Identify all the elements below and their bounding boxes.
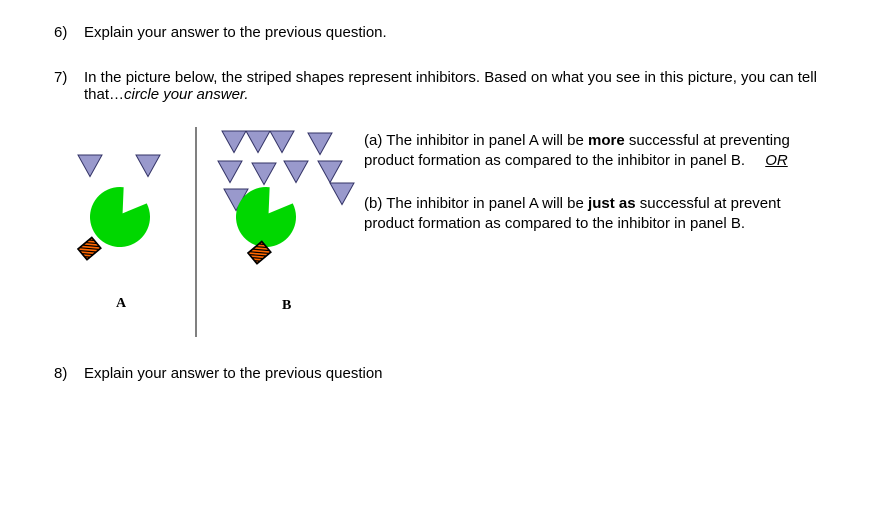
or-separator: OR (765, 151, 788, 171)
question-6: 6) Explain your answer to the previous q… (54, 24, 834, 41)
svg-text:B: B (282, 298, 291, 313)
q7-content: AB (a) The inhibitor in panel A will be … (60, 127, 834, 337)
answer-choices: (a) The inhibitor in panel A will be mor… (356, 127, 834, 256)
question-text: Explain your answer to the previous ques… (84, 365, 834, 382)
choice-a-bold: more (588, 132, 625, 149)
question-number: 6) (54, 24, 84, 41)
question-text: In the picture below, the striped shapes… (84, 69, 834, 103)
choice-a: (a) The inhibitor in panel A will be mor… (364, 131, 834, 172)
choice-b: (b) The inhibitor in panel A will be jus… (364, 194, 834, 235)
svg-text:A: A (116, 296, 127, 311)
question-text: Explain your answer to the previous ques… (84, 24, 834, 41)
question-number: 7) (54, 69, 84, 86)
question-number: 8) (54, 365, 84, 382)
question-8: 8) Explain your answer to the previous q… (54, 365, 834, 382)
worksheet-page: 6) Explain your answer to the previous q… (0, 0, 874, 440)
inhibitor-figure: AB (60, 127, 356, 337)
figure-svg: AB (60, 127, 356, 337)
question-7: 7) In the picture below, the striped sha… (54, 69, 834, 103)
choice-b-pre: (b) The inhibitor in panel A will be (364, 195, 588, 212)
q7-instruction: circle your answer. (124, 86, 248, 103)
choice-b-bold: just as (588, 195, 636, 212)
choice-a-pre: (a) The inhibitor in panel A will be (364, 132, 588, 149)
